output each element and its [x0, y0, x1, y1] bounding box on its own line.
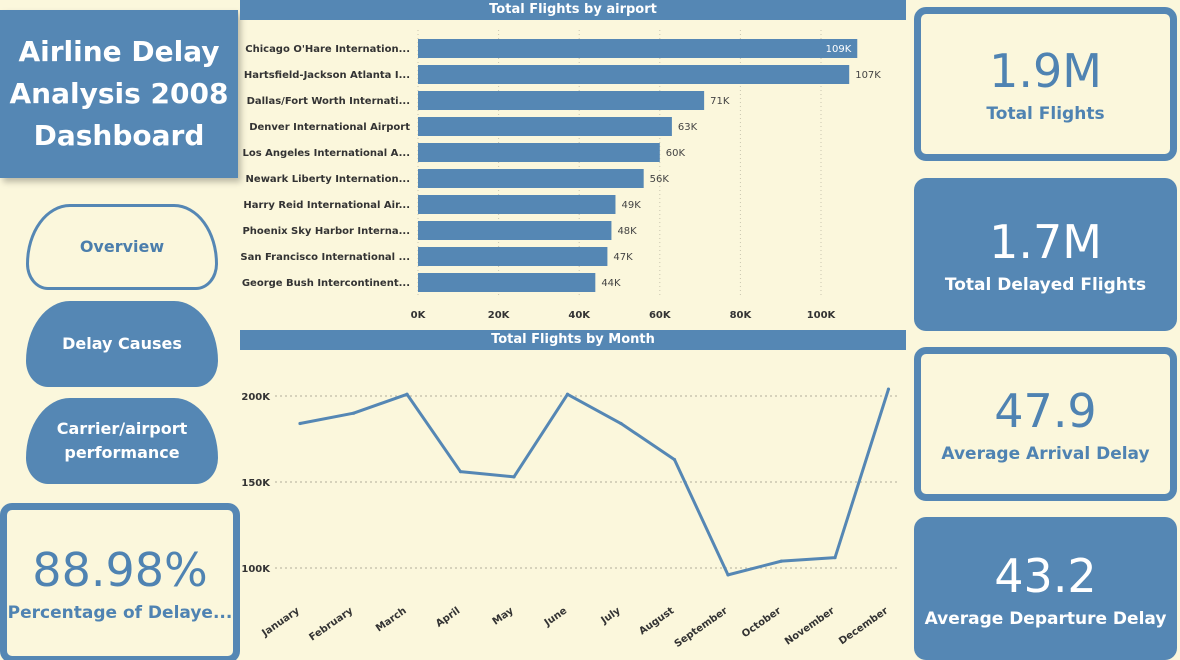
x-tick-label: February: [307, 605, 355, 643]
month-chart-title: Total Flights by Month: [240, 330, 906, 350]
bar: [418, 117, 672, 136]
data-point: [565, 392, 570, 396]
kpi-value: 47.9: [994, 384, 1097, 438]
data-point: [298, 421, 302, 426]
data-label: 60K: [666, 148, 686, 159]
x-tick-label: 60K: [649, 310, 672, 321]
category-label: Phoenix Sky Harbor Interna...: [242, 226, 410, 237]
kpi-label: Average Departure Delay: [924, 608, 1167, 629]
data-point: [779, 559, 784, 563]
x-tick-label: September: [673, 605, 730, 650]
kpi-value: 88.98%: [32, 543, 208, 597]
data-label: 49K: [621, 200, 641, 211]
x-tick-label: August: [637, 605, 676, 637]
x-tick-label: March: [374, 605, 409, 634]
month-series-line: [299, 388, 890, 577]
category-label: Hartsfield-Jackson Atlanta I...: [244, 70, 410, 81]
data-point: [726, 573, 730, 577]
nav-overview-button[interactable]: Overview: [26, 204, 218, 290]
kpi-card-total-delayed-flights: 1.7M Total Delayed Flights: [914, 178, 1177, 331]
category-label: Dallas/Fort Worth Internati...: [247, 96, 410, 107]
category-label: San Francisco International ...: [240, 252, 410, 263]
data-point: [672, 458, 677, 462]
bar: [418, 221, 612, 240]
bar: [418, 169, 644, 188]
nav-carrier-airport-button[interactable]: Carrier/airport performance: [26, 398, 218, 484]
x-tick-label: 20K: [488, 310, 511, 321]
data-point: [405, 392, 409, 396]
data-label: 109K: [826, 44, 852, 55]
kpi-value: 1.7M: [989, 214, 1102, 269]
x-tick-label: 0K: [411, 310, 427, 321]
data-label: 71K: [710, 96, 730, 107]
category-label: Los Angeles International A...: [243, 148, 411, 159]
data-point: [512, 475, 516, 479]
data-label: 56K: [650, 174, 670, 185]
bar: [418, 273, 596, 292]
data-point: [351, 411, 356, 415]
flights-by-airport-chart: 0K 20K 40K 60K 80K 100K Chicago O'Hare Interna…: [240, 30, 881, 321]
data-label: 47K: [613, 252, 633, 263]
dashboard-title: Airline Delay Analysis 2008 Dashboard: [0, 10, 238, 178]
bar: [418, 39, 858, 58]
kpi-value: 1.9M: [989, 44, 1102, 98]
kpi-value: 43.2: [994, 548, 1097, 603]
data-point: [619, 421, 623, 426]
bar: [418, 91, 705, 110]
kpi-label: Total Delayed Flights: [944, 274, 1147, 295]
data-point: [458, 470, 463, 474]
category-label: George Bush Intercontinent...: [242, 278, 410, 289]
data-point: [886, 387, 891, 391]
airport-chart-title: Total Flights by airport: [240, 0, 906, 20]
kpi-label: Total Flights: [986, 104, 1105, 124]
category-label: Harry Reid International Air...: [243, 200, 410, 211]
bar: [418, 143, 660, 162]
bar: [418, 195, 616, 214]
nav-delay-causes-button[interactable]: Delay Causes: [26, 301, 218, 387]
data-label: 48K: [617, 226, 637, 237]
kpi-card-percentage-delayed: 88.98% Percentage of Delaye...: [0, 503, 240, 660]
x-tick-label: October: [740, 605, 783, 640]
x-tick-label: 100K: [807, 310, 837, 321]
category-label: Chicago O'Hare Internation...: [245, 44, 410, 55]
data-point: [833, 556, 837, 560]
kpi-card-total-flights: 1.9M Total Flights: [914, 7, 1177, 161]
y-tick-label: 200K: [241, 392, 271, 403]
y-tick-label: 100K: [241, 564, 271, 575]
y-tick-label: 150K: [241, 478, 271, 489]
category-label: Denver International Airport: [249, 122, 410, 133]
x-tick-label: 40K: [568, 310, 591, 321]
data-label: 44K: [601, 278, 621, 289]
x-tick-label: June: [542, 605, 570, 629]
x-tick-label: December: [837, 605, 890, 647]
x-tick-label: November: [783, 605, 837, 647]
x-tick-label: January: [259, 605, 302, 639]
data-label: 63K: [678, 122, 698, 133]
kpi-label: Percentage of Delaye...: [7, 603, 233, 623]
kpi-label: Average Arrival Delay: [941, 444, 1150, 464]
flights-by-month-chart: 100K 150K 200K January February March April May…: [241, 387, 900, 650]
data-label: 107K: [855, 70, 881, 81]
category-label: Newark Liberty Internation...: [246, 174, 410, 185]
x-tick-label: 80K: [730, 310, 753, 321]
x-tick-label: May: [491, 605, 516, 627]
x-tick-label: July: [599, 605, 624, 627]
bar: [418, 65, 850, 84]
kpi-card-average-departure-delay: 43.2 Average Departure Delay: [914, 517, 1177, 660]
kpi-card-average-arrival-delay: 47.9 Average Arrival Delay: [914, 347, 1177, 501]
bar: [418, 247, 608, 266]
x-tick-label: April: [434, 605, 462, 629]
